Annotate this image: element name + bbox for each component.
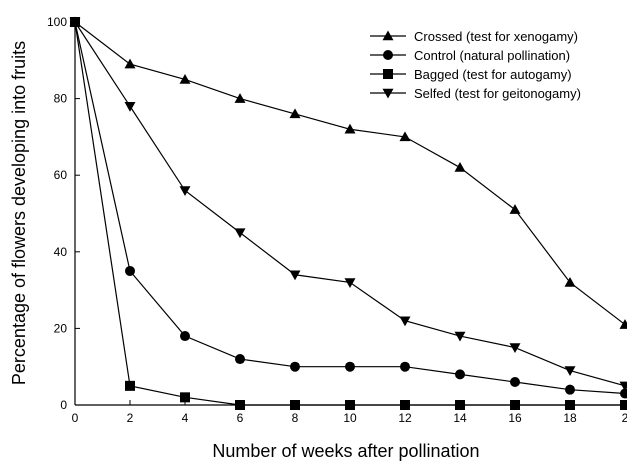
- x-tick-label: 18: [563, 411, 577, 425]
- data-point: [564, 366, 576, 377]
- data-point: [180, 331, 190, 342]
- data-point: [345, 400, 355, 410]
- data-point: [564, 276, 576, 287]
- x-tick-label: 2: [127, 411, 134, 425]
- data-point: [509, 204, 521, 214]
- x-axis-title: Number of weeks after pollination: [212, 441, 479, 461]
- data-point: [180, 392, 190, 403]
- legend-marker: [382, 30, 394, 41]
- series-layer: [69, 16, 627, 410]
- data-point: [509, 343, 521, 354]
- legend-label: Control (natural pollination): [414, 48, 570, 63]
- data-point: [455, 369, 465, 380]
- data-point: [565, 384, 575, 395]
- data-point: [455, 400, 465, 410]
- series-square: [70, 17, 627, 410]
- x-tick-label: 12: [398, 411, 412, 425]
- legend-marker: [383, 69, 393, 79]
- legend-label: Bagged (test for autogamy): [414, 67, 572, 82]
- data-point: [290, 361, 300, 372]
- data-point: [235, 400, 245, 410]
- data-point: [399, 131, 411, 142]
- data-point: [400, 361, 410, 372]
- x-tick-label: 8: [292, 411, 299, 425]
- y-tick-label: 0: [60, 398, 67, 412]
- data-point: [454, 162, 466, 172]
- series-triangle-down: [69, 17, 627, 392]
- data-point: [179, 186, 191, 197]
- legend-label: Crossed (test for xenogamy): [414, 29, 578, 44]
- legend-item: Selfed (test for geitonogamy): [370, 86, 581, 101]
- data-point: [620, 388, 627, 399]
- data-point: [344, 123, 356, 134]
- data-point: [619, 319, 627, 329]
- data-point: [125, 265, 135, 276]
- data-point: [399, 316, 411, 327]
- legend-item: Control (natural pollination): [370, 48, 570, 63]
- x-tick-label: 2: [622, 411, 627, 425]
- data-point: [289, 108, 301, 119]
- data-point: [124, 58, 136, 69]
- y-tick-label: 20: [54, 321, 68, 335]
- data-point: [179, 73, 191, 84]
- data-point: [69, 17, 81, 28]
- data-point: [510, 377, 520, 388]
- data-point: [344, 278, 356, 288]
- data-point: [400, 400, 410, 410]
- y-tick-label: 100: [47, 15, 67, 29]
- y-axis-title: Percentage of flowers developing into fr…: [9, 41, 29, 385]
- data-point: [290, 400, 300, 410]
- legend-marker: [382, 88, 394, 99]
- series-circle: [70, 17, 627, 399]
- legend: Crossed (test for xenogamy) Control (natu…: [370, 29, 581, 101]
- x-tick-label: 10: [343, 411, 357, 425]
- data-point: [234, 228, 246, 239]
- data-point: [619, 381, 627, 392]
- legend-marker: [383, 50, 393, 60]
- legend-item: Crossed (test for xenogamy): [370, 29, 578, 44]
- x-tick-label: 14: [453, 411, 467, 425]
- data-point: [620, 400, 627, 410]
- x-tick-label: 16: [508, 411, 522, 425]
- y-tick-label: 80: [54, 92, 68, 106]
- data-point: [125, 380, 135, 391]
- legend-label: Selfed (test for geitonogamy): [414, 86, 581, 101]
- data-point: [454, 331, 466, 342]
- y-ticks: 0 20 40 60 80 100: [47, 15, 80, 412]
- data-point: [289, 270, 301, 281]
- x-tick-label: 6: [237, 411, 244, 425]
- x-tick-label: 4: [182, 411, 189, 425]
- x-tick-label: 0: [72, 411, 79, 425]
- data-point: [234, 93, 246, 103]
- data-point: [124, 102, 136, 112]
- data-point: [565, 400, 575, 410]
- y-tick-label: 60: [54, 168, 68, 182]
- data-point: [510, 400, 520, 410]
- legend-item: Bagged (test for autogamy): [370, 67, 572, 82]
- data-point: [235, 354, 245, 365]
- series-triangle-up: [69, 16, 627, 329]
- data-point: [345, 361, 355, 372]
- y-tick-label: 40: [54, 245, 68, 259]
